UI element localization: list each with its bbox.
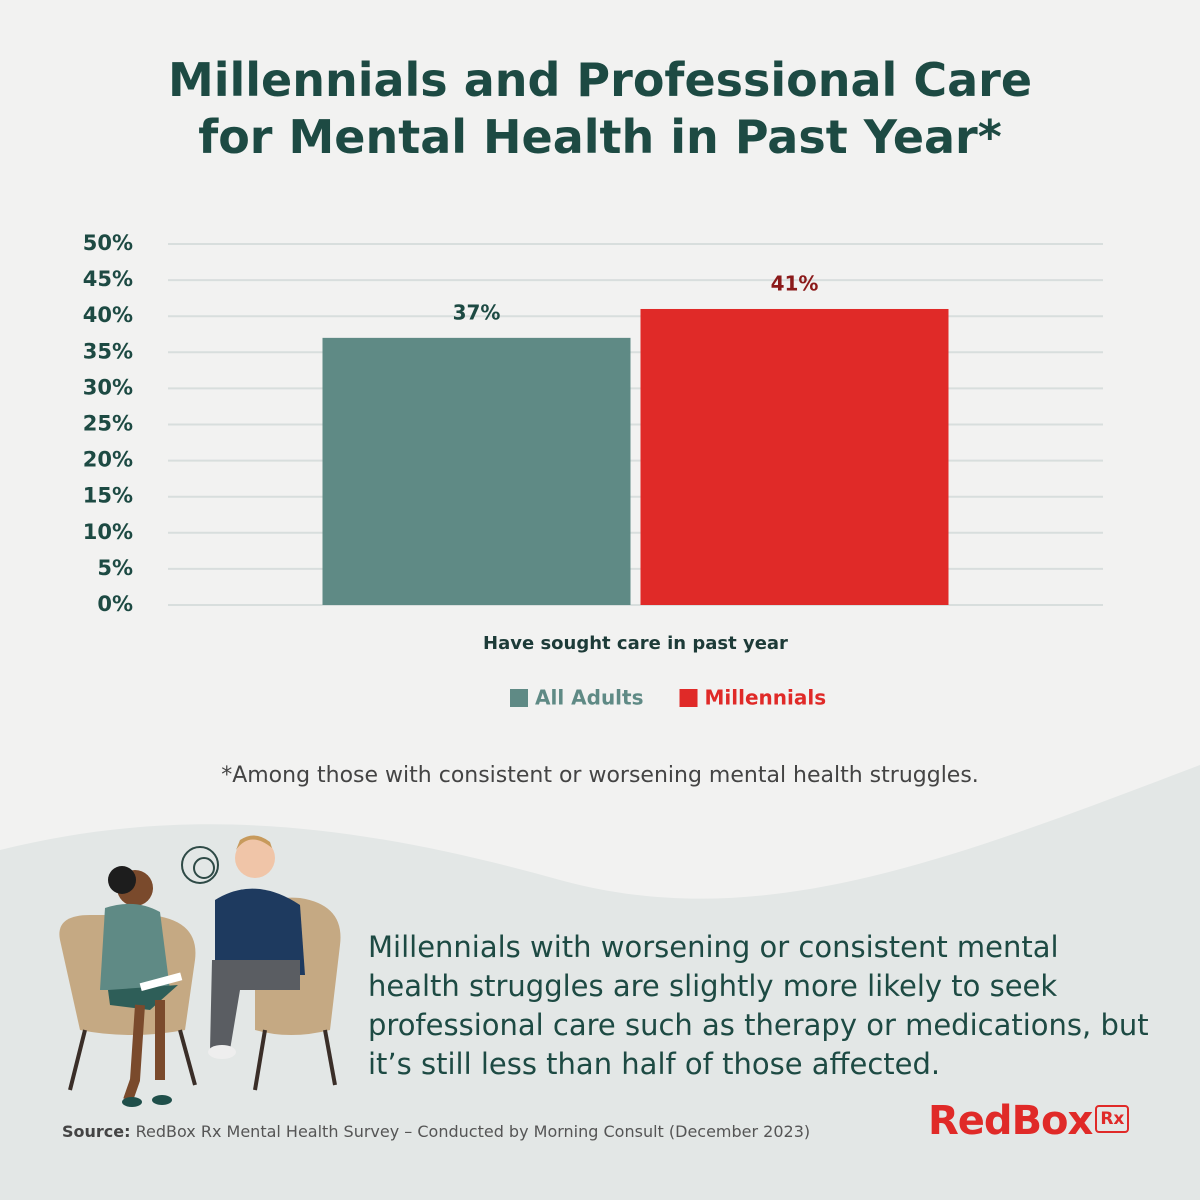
x-tick-label: Have sought care in past year [483, 633, 788, 654]
chart: 0% 5% 10% 15% 20% 25% 30% 35% 40% 45% 50% 37% 41% Hav… [83, 231, 1103, 710]
legend-label: All Adults [535, 686, 644, 710]
y-tick-label: 50% [83, 231, 133, 255]
value-label: 41% [771, 271, 819, 295]
y-tick-label: 30% [83, 375, 133, 399]
bar [322, 337, 631, 605]
y-tick-label: 5% [97, 556, 133, 580]
y-tick-label: 35% [83, 339, 133, 363]
chart-title: Millennials and Professional Care for Me… [167, 53, 1033, 164]
description: Millennials with worsening or consistent… [368, 930, 1149, 1081]
legend-swatch [510, 689, 528, 707]
source: Source: RedBox Rx Mental Health Survey –… [62, 1122, 810, 1141]
y-tick-label: 45% [83, 267, 133, 291]
logo-name: RedBox [928, 1098, 1093, 1144]
source-label: Source: [62, 1122, 131, 1141]
y-tick-label: 20% [83, 448, 133, 472]
logo: RedBox Rx [928, 1098, 1130, 1144]
bar [640, 308, 949, 605]
y-tick-label: 25% [83, 412, 133, 436]
wave [0, 765, 1200, 1200]
footnote: *Among those with consistent or worsenin… [221, 763, 979, 788]
y-tick-label: 0% [97, 592, 133, 616]
illustration [59, 835, 341, 1107]
legend-label: Millennials [705, 686, 827, 710]
value-label: 37% [453, 300, 501, 324]
y-tick-label: 40% [83, 303, 133, 327]
y-tick-label: 15% [83, 484, 133, 508]
legend-swatch [679, 689, 698, 707]
source-text: RedBox Rx Mental Health Survey – Conduct… [135, 1122, 811, 1141]
logo-badge: Rx [1095, 1105, 1130, 1133]
y-tick-label: 10% [83, 520, 133, 544]
